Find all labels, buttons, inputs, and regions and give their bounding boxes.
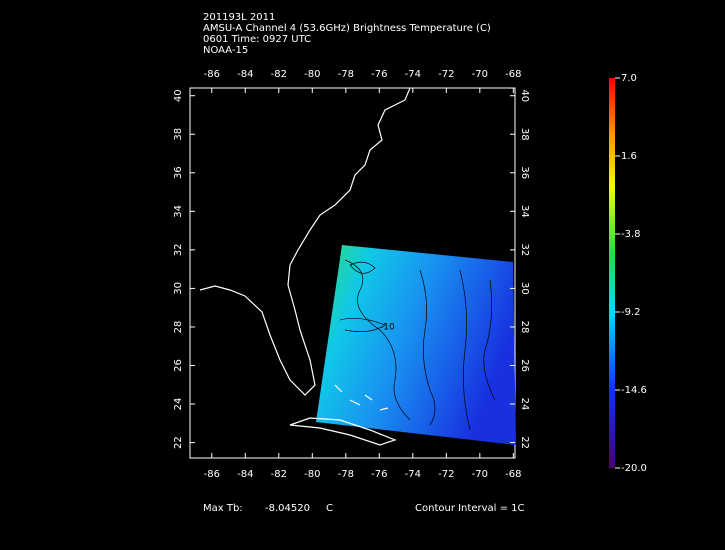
lon-label: -70: [472, 469, 488, 480]
lon-label: -76: [371, 69, 387, 80]
colorbar-label: -9.2: [621, 307, 641, 318]
colorbar-label: -3.8: [621, 229, 641, 240]
colorbar-label: -14.6: [621, 385, 647, 396]
lon-label: -68: [505, 469, 521, 480]
lon-label: -72: [438, 69, 454, 80]
lat-label: 36: [519, 166, 530, 179]
lon-label: -68: [505, 69, 521, 80]
contour-interval: Contour Interval = 1C: [415, 503, 525, 514]
map-frame: [189, 87, 516, 459]
lon-label: -74: [405, 469, 421, 480]
lat-label: 38: [173, 128, 184, 141]
lon-label: -76: [371, 469, 387, 480]
lat-label: 38: [519, 128, 530, 141]
lat-label: 24: [173, 398, 184, 411]
lon-label: -86: [204, 469, 220, 480]
colorbar-label: 7.0: [621, 73, 637, 84]
coastline: [199, 87, 411, 446]
header-line: 0601 Time: 0927 UTC: [203, 34, 311, 45]
colorbar: [609, 78, 615, 468]
lat-label: 30: [173, 282, 184, 295]
swath: [316, 245, 516, 445]
lat-label: 28: [173, 321, 184, 334]
lat-label: 36: [173, 166, 184, 179]
lat-label: 32: [519, 244, 530, 257]
lon-label: -84: [237, 469, 253, 480]
lon-label: -70: [472, 69, 488, 80]
header-line: NOAA-15: [203, 45, 248, 56]
lat-label: 32: [173, 244, 184, 257]
colorbar-label: -20.0: [621, 463, 647, 474]
lat-label: 24: [519, 398, 530, 411]
lat-label: 28: [519, 321, 530, 334]
lon-label: -74: [405, 69, 421, 80]
lon-label: -78: [338, 69, 354, 80]
lon-label: -82: [271, 469, 287, 480]
lat-label: 26: [173, 359, 184, 372]
max-tb-unit: C: [326, 503, 333, 514]
lat-label: 22: [173, 436, 184, 449]
lon-label: -72: [438, 469, 454, 480]
colorbar-ticks: 7.0 1.6 -3.8 -9.2 -14.6 -20.0: [615, 73, 647, 474]
lat-label: 30: [519, 282, 530, 295]
lon-label: -80: [304, 69, 320, 80]
lon-label: -80: [304, 469, 320, 480]
lon-label: -86: [204, 69, 220, 80]
max-tb-label: Max Tb:: [203, 503, 243, 514]
max-tb-value: -8.04520: [265, 503, 310, 514]
header-line: 201193L 2011: [203, 12, 275, 23]
lat-label: 40: [519, 89, 530, 102]
lat-label: 40: [173, 89, 184, 102]
axes: -86 -86 -84 -84 -82 -82 -80 -80 -78 -78 -76 -76 -74 -…: [173, 69, 530, 480]
lat-label: 34: [519, 205, 530, 218]
lat-label: 34: [173, 205, 184, 218]
lon-label: -78: [338, 469, 354, 480]
header-line: AMSU-A Channel 4 (53.6GHz) Brightness Te…: [203, 23, 491, 34]
lon-label: -82: [271, 69, 287, 80]
lat-label: 26: [519, 359, 530, 372]
lat-label: 22: [519, 436, 530, 449]
contour-label: -10: [380, 323, 395, 333]
colorbar-label: 1.6: [621, 151, 637, 162]
lon-label: -84: [237, 69, 253, 80]
contours: [339, 259, 496, 431]
